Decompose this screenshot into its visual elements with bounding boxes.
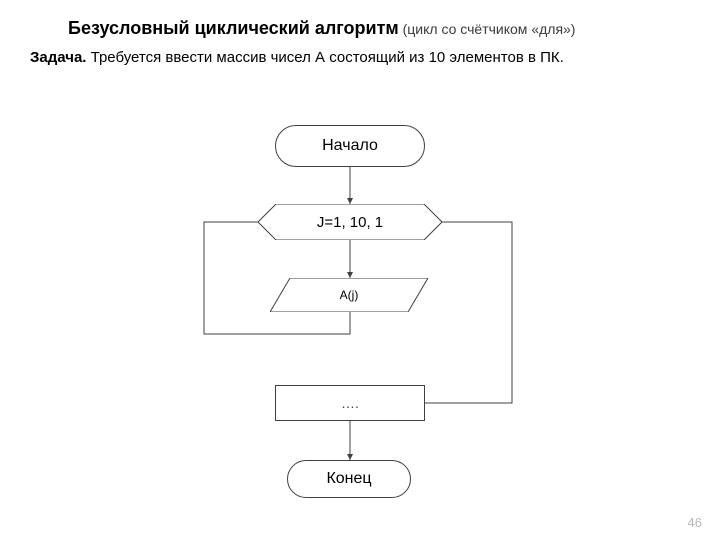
node-label: J=1, 10, 1	[317, 214, 383, 231]
node-end: Конец	[287, 460, 411, 498]
node-loop: J=1, 10, 1	[258, 204, 442, 240]
task-label: Задача.	[30, 49, 86, 66]
title-main: Безусловный циклический алгоритм	[68, 18, 399, 38]
node-label: Конец	[326, 470, 371, 488]
title-area: Безусловный циклический алгоритм (цикл с…	[0, 0, 720, 43]
node-label: ….	[341, 395, 359, 411]
task-text: Требуется ввести массив чисел А состоящи…	[86, 49, 563, 66]
task-line: Задача. Требуется ввести массив чисел А …	[0, 43, 720, 66]
flowchart-diagram: Начало J=1, 10, 1 A(j) …. Конец	[0, 100, 720, 520]
page-number: 46	[688, 515, 702, 530]
node-proc: ….	[275, 385, 425, 421]
node-input: A(j)	[270, 278, 428, 312]
title-sub: (цикл со счётчиком «для»)	[399, 21, 576, 37]
node-label: Начало	[322, 137, 378, 155]
node-label: A(j)	[340, 288, 359, 302]
node-start: Начало	[275, 125, 425, 167]
